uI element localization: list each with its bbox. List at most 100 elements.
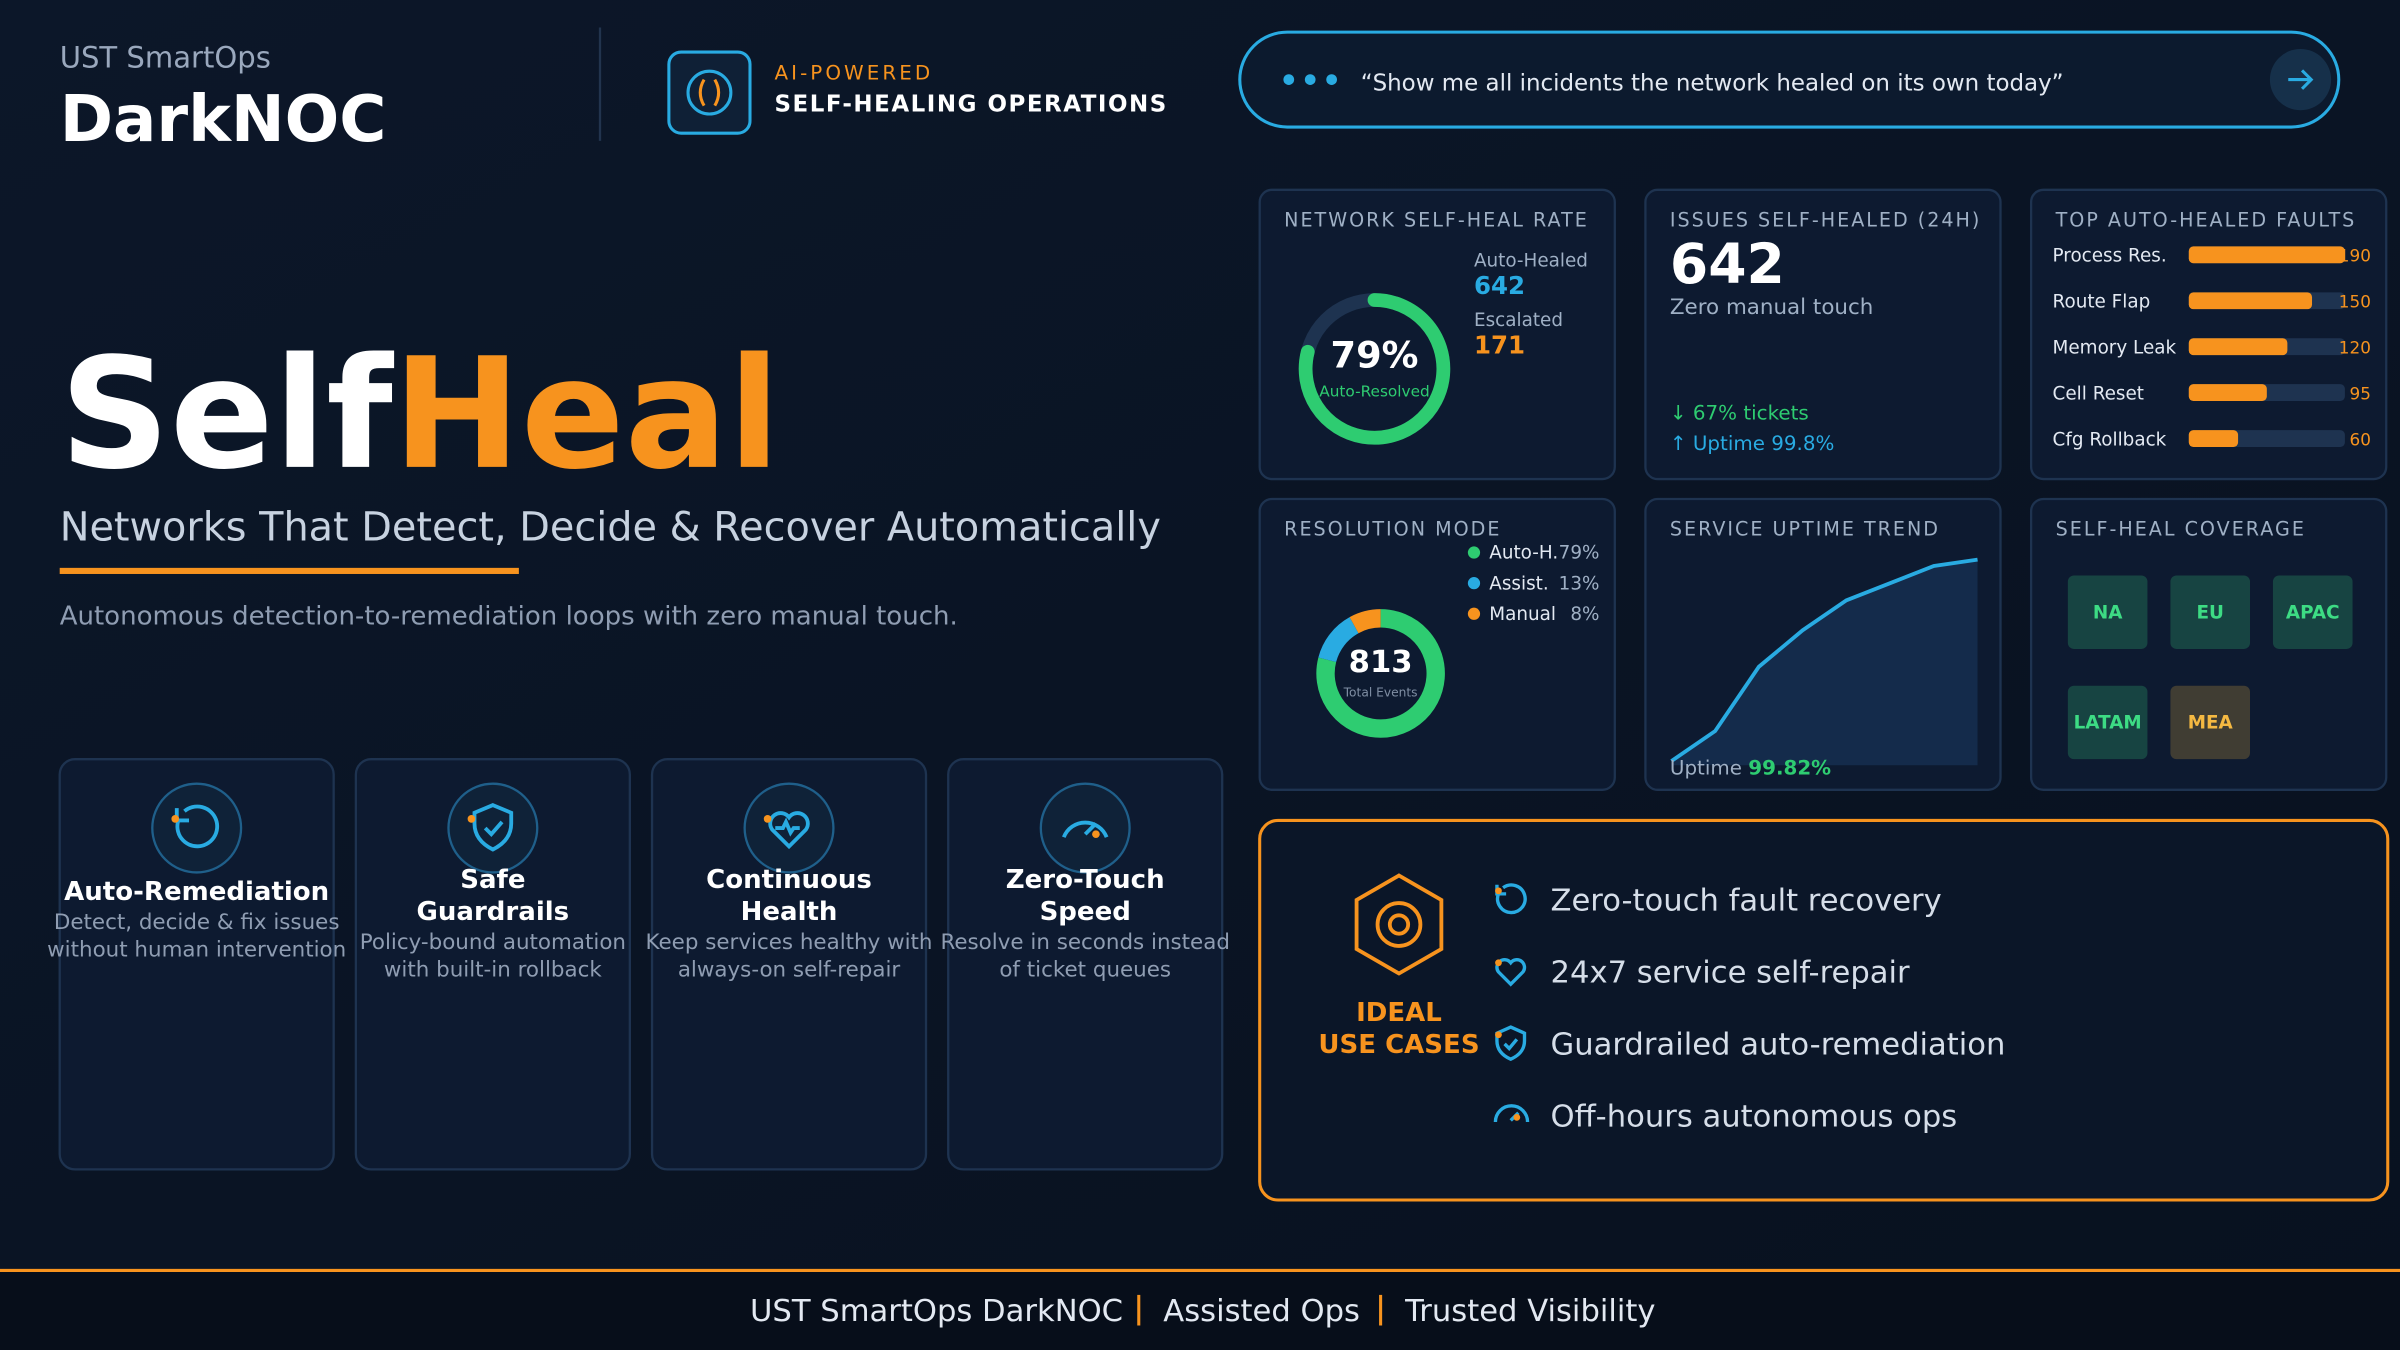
- uptime-label: Uptime: [1670, 756, 1742, 779]
- region-tile: [2067, 575, 2148, 649]
- legend-label: Manual: [1489, 604, 1556, 625]
- issues-note: ↑ Uptime 99.8%: [1670, 432, 1835, 455]
- stat-value: 642: [1474, 271, 1525, 300]
- use-case: Off-hours autonomous ops: [1551, 1100, 1958, 1135]
- donut-total-label: Total Events: [1343, 685, 1418, 699]
- use-case-list: Zero-touch fault recovery 24x7 service se…: [1493, 883, 2006, 1135]
- ai-tagline: SELF-HEALING OPERATIONS: [774, 92, 1167, 118]
- fault-chart: Process Res. 190 Route Flap 150 Memory Leak 1…: [2053, 246, 2371, 451]
- feature-desc: of ticket queues: [999, 958, 1171, 983]
- fault-label: Cfg Rollback: [2053, 429, 2167, 450]
- hero-title-b: Heal: [393, 326, 781, 504]
- uptime-footer: Uptime 99.82%: [1670, 756, 1831, 779]
- footer-item: Trusted Visibility: [1404, 1294, 1655, 1329]
- region-name: NA: [2093, 602, 2123, 623]
- query-text: “Show me all incidents the network heale…: [1361, 70, 2064, 96]
- use-case-icon: [1495, 958, 1527, 987]
- feature-desc: Detect, decide & fix issues: [54, 910, 340, 935]
- donut-segment: [1316, 609, 1445, 738]
- card-title: ISSUES SELF-HEALED (24H): [1670, 209, 1982, 232]
- use-case-icon-accent: [1495, 959, 1502, 967]
- feature-icon: [1061, 820, 1109, 839]
- fault-label: Cell Reset: [2053, 383, 2144, 404]
- feature-title: Safe: [460, 865, 525, 895]
- feature-desc: Keep services healthy with: [646, 930, 933, 955]
- use-case: Guardrailed auto-remediation: [1551, 1028, 2006, 1063]
- feature-card: [354, 758, 631, 1171]
- use-case: 24x7 service self-repair: [1551, 956, 1911, 991]
- use-case-icon: [1495, 1025, 1527, 1062]
- use-case-icon: [1495, 883, 1527, 915]
- issues-caption: Zero manual touch: [1670, 295, 1873, 320]
- uptime-chart: [1670, 557, 1978, 766]
- feature-title: Speed: [1040, 897, 1131, 927]
- stat-label: Escalated: [1474, 310, 1563, 331]
- query-box[interactable]: [1238, 30, 2341, 129]
- rate-ring: [1298, 293, 1451, 445]
- legend-value: 79%: [1559, 543, 1600, 564]
- feature-icon-accent: [171, 815, 180, 823]
- feature-icon: [768, 811, 810, 850]
- coverage: NA EU APAC LATAM MEA: [2067, 575, 2353, 760]
- feature-desc: with built-in rollback: [384, 958, 603, 983]
- feature-desc: without human intervention: [47, 938, 346, 963]
- legend-dot: [1467, 546, 1481, 559]
- feature-title: Auto-Remediation: [64, 877, 329, 907]
- card-title: SERVICE UPTIME TREND: [1670, 518, 1940, 541]
- feature-desc: always-on self-repair: [678, 958, 901, 983]
- feature-icon-accent: [763, 815, 772, 823]
- card-title: NETWORK SELF-HEAL RATE: [1284, 209, 1589, 232]
- feature-icon-ring: [447, 782, 539, 874]
- feature-title: Zero-Touch: [1006, 865, 1165, 895]
- product: DarkNOC: [60, 82, 387, 157]
- ai-icon-ring: [686, 69, 733, 116]
- use-case: Zero-touch fault recovery: [1551, 884, 1942, 919]
- use-cases-box: [1258, 818, 2390, 1202]
- feature-card: [650, 758, 928, 1171]
- stat-value: 171: [1474, 331, 1525, 360]
- legend-label: Auto-H.: [1489, 543, 1558, 564]
- region-name: EU: [2196, 602, 2223, 623]
- hero-underline: [59, 567, 519, 574]
- bar-value: 190: [2339, 246, 2371, 266]
- footer-item: UST SmartOps DarkNOC: [750, 1294, 1123, 1329]
- target-center: [1387, 913, 1411, 936]
- stat-label: Auto-Healed: [1474, 250, 1588, 271]
- bar: [2188, 384, 2267, 402]
- ai-icon: [667, 50, 752, 135]
- uptime-area: [1671, 559, 1978, 766]
- bar-value: 60: [2349, 429, 2370, 449]
- feature-desc: Policy-bound automation: [360, 930, 626, 955]
- bar: [2188, 292, 2313, 310]
- ring: [1298, 293, 1451, 445]
- feature-icon: [472, 803, 514, 852]
- region-tile: [2170, 685, 2250, 760]
- feature-icon-accent: [1092, 830, 1100, 839]
- bar-value: 150: [2339, 292, 2371, 312]
- bar-value: 120: [2339, 338, 2371, 358]
- footer-item: Assisted Ops: [1163, 1294, 1360, 1329]
- feature-card: [947, 758, 1224, 1171]
- dot: [1304, 74, 1316, 85]
- bar: [2188, 338, 2288, 356]
- rate-caption: Auto-Resolved: [1319, 382, 1429, 400]
- target-icon: [1354, 873, 1444, 976]
- legend-value: 13%: [1559, 573, 1600, 594]
- fault-label: Route Flap: [2053, 292, 2151, 313]
- features: Auto-Remediation Detect, decide & fix iss…: [47, 758, 1230, 1171]
- donut-segment: [1318, 617, 1359, 663]
- feature-card: [58, 758, 335, 1171]
- use-case-icon-accent: [1495, 1031, 1502, 1039]
- rate-value: 79%: [1331, 333, 1419, 376]
- region-name: LATAM: [2074, 713, 2142, 734]
- region-tile: [2170, 575, 2250, 649]
- donut-segment: [1349, 609, 1382, 634]
- feature-desc: Resolve in seconds instead: [940, 930, 1229, 955]
- hero-title-a: Self: [60, 326, 394, 504]
- region-name: APAC: [2286, 602, 2340, 623]
- ai-tag: AI-POWERED: [774, 62, 933, 85]
- donut-total: 813: [1349, 645, 1413, 680]
- hero-subtitle: Networks That Detect, Decide & Recover A…: [60, 504, 1161, 550]
- feature-icon-accent: [467, 815, 476, 823]
- legend-dot: [1467, 607, 1481, 620]
